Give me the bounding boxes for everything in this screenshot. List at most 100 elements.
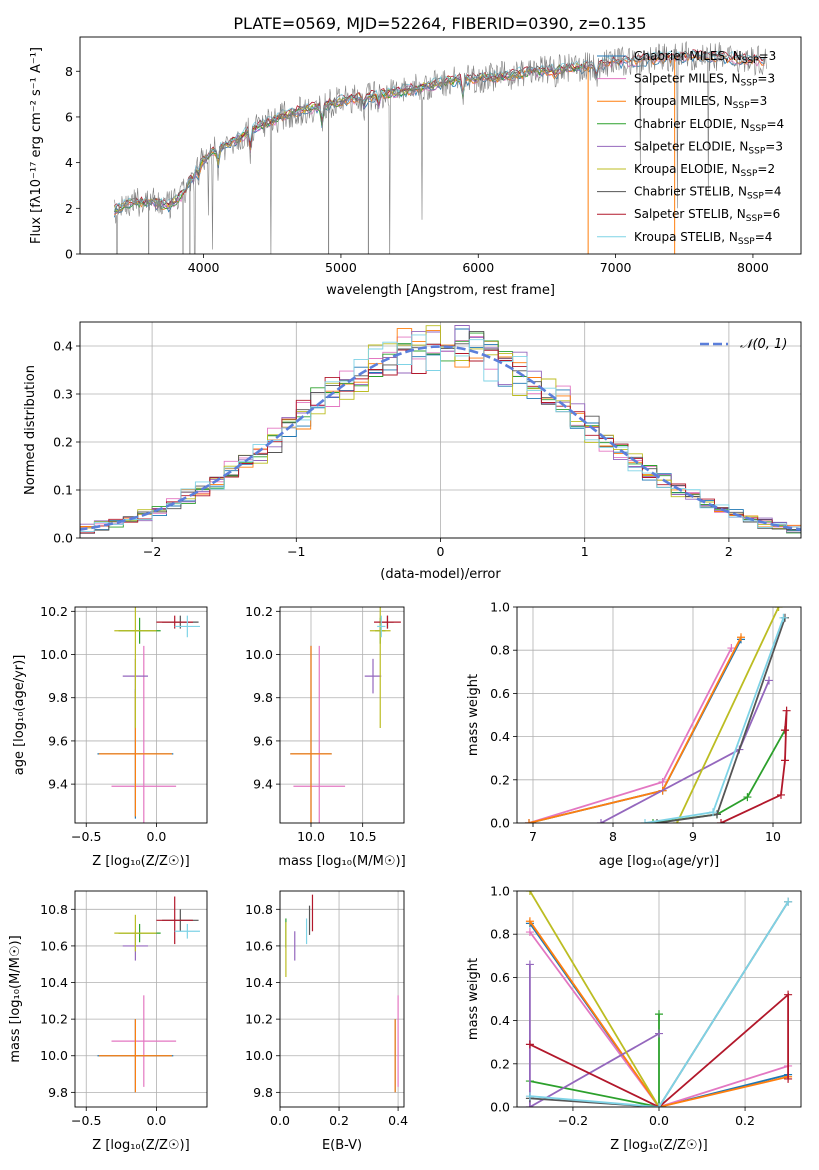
legend-nssp-prefix: , N: [732, 139, 749, 153]
y-axis-label: mass weight: [466, 674, 481, 756]
mass-weight-marker-salpeter-stelib: [717, 819, 725, 823]
y-tick-label: 9.8: [48, 690, 68, 705]
mass-weight-marker-salpeter-elodie: [765, 676, 773, 685]
x-tick-label: −1: [287, 544, 305, 559]
mass-weight-marker-kroupa-miles: [525, 819, 533, 823]
y-tick-label: 0.0: [490, 1100, 510, 1115]
y-tick-label: 10.0: [245, 647, 273, 662]
y-tick-label: 2: [65, 201, 73, 216]
legend-nssp-eq: =: [765, 139, 775, 153]
plot-marks: [525, 607, 791, 823]
x-axis-label: Z [log₁₀(Z/Z☉)]: [92, 1138, 189, 1153]
x-tick-label: 7000: [600, 260, 632, 275]
legend-nssp-sub: SSP: [748, 146, 765, 156]
x-tick-label: 0.2: [735, 1113, 755, 1128]
x-axis-label: mass [log₁₀(M/M☉)]: [278, 854, 405, 869]
y-tick-label: 0.2: [490, 772, 510, 787]
mass-weight-marker-salpeter-elodie: [655, 1029, 663, 1038]
model-spectrum-chabrier-miles: [113, 53, 765, 218]
mass-weight-line-kroupa-miles: [528, 636, 742, 823]
legend-nssp-prefix: , N: [729, 207, 746, 221]
legend-nssp-sub: SSP: [741, 79, 758, 89]
legend-label: Kroupa MILES, NSSP=3: [634, 94, 767, 111]
legend-nssp-sub: SSP: [742, 56, 759, 66]
mass-weight-marker-salpeter-stelib: [784, 990, 793, 999]
y-tick-label: 9.6: [253, 733, 273, 748]
legend-nssp-eq: =: [759, 49, 769, 63]
legend-label: Chabrier STELIB, NSSP=4: [634, 185, 782, 202]
x-tick-label: −0.2: [558, 1113, 588, 1128]
x-tick-label: 0.0: [147, 829, 167, 844]
mass-weight-marker-kroupa-stelib: [779, 613, 788, 622]
x-tick-label: 0.0: [270, 1113, 290, 1128]
mass-weight-line-kroupa-miles: [529, 920, 789, 1107]
legend-model-name: Chabrier MILES: [634, 49, 725, 63]
y-tick-label: 6: [65, 109, 73, 124]
legend-nssp-sub: SSP: [750, 124, 767, 134]
mass-weight-line-chabrier-elodie: [529, 1014, 660, 1107]
legend-model-name: Salpeter MILES: [634, 72, 724, 86]
x-tick-label: 5000: [325, 260, 357, 275]
mass-weight-line-kroupa-stelib: [644, 617, 785, 823]
axes-frame: [516, 890, 802, 1108]
y-axis-label: Normed distribution: [23, 365, 38, 495]
y-tick-label: 0.2: [490, 1056, 510, 1071]
y-tick-label: 0.8: [490, 927, 510, 942]
legend-nssp-eq: =: [757, 162, 767, 176]
legend-nssp-prefix: , N: [716, 94, 733, 108]
legend-model-name: Chabrier STELIB: [634, 185, 730, 199]
y-tick-label: 0.0: [490, 816, 510, 831]
x-tick-label: 8: [609, 829, 617, 844]
mass-weight-marker-kroupa-stelib: [709, 808, 717, 817]
legend-nssp-value: 2: [767, 162, 775, 176]
y-axis-label: mass [log₁₀(M/M☉)]: [8, 935, 23, 1062]
legend-label: Chabrier MILES, NSSP=3: [634, 49, 776, 66]
legend-nssp-eq: =: [763, 207, 773, 221]
y-tick-label: 9.4: [253, 777, 273, 792]
mass-weight-marker-salpeter-stelib: [781, 726, 789, 735]
axes-frame: [74, 606, 208, 824]
mass-weight-marker-salpeter-stelib: [777, 790, 785, 799]
y-tick-label: 10.0: [245, 1048, 273, 1063]
legend-nssp-value: 3: [767, 72, 775, 86]
legend-nssp-value: 4: [774, 185, 782, 199]
x-axis-label: (data-model)/error: [380, 567, 501, 582]
legend-nssp-sub: SSP: [738, 237, 755, 247]
y-axis-label: mass weight: [466, 958, 481, 1040]
y-tick-label: 9.4: [48, 777, 68, 792]
mass-weight-marker-salpeter-miles: [525, 928, 534, 937]
y-tick-label: 0.6: [490, 686, 510, 701]
y-tick-label: 9.8: [48, 1085, 68, 1100]
legend-nssp-value: 4: [765, 230, 773, 244]
plot-marks: [525, 891, 793, 1107]
y-axis-label: Flux [fλ10⁻¹⁷ erg cm⁻² s⁻¹ A⁻¹]: [29, 47, 44, 244]
mass-weight-marker-kroupa-miles: [737, 633, 745, 642]
x-axis-label: age [log₁₀(age/yr)]: [599, 854, 720, 869]
y-tick-label: 0.0: [53, 531, 73, 546]
mass-weight-marker-salpeter-elodie: [597, 819, 605, 823]
age-vs-metallicity-panel: −0.5 0.0 9.4 9.6 9.8 10.0 10.2 Z [log₁₀(Z/Z☉)] a…: [12, 604, 208, 869]
plot-marks: [97, 896, 200, 1093]
mass-weight-marker-kroupa-elodie: [525, 891, 534, 895]
x-axis-label: E(B-V): [322, 1138, 362, 1153]
axes-frame: [279, 890, 405, 1108]
y-tick-label: 10.8: [245, 902, 273, 917]
x-tick-label: 0.0: [649, 1113, 669, 1128]
x-tick-label: 9: [689, 829, 697, 844]
mass-weight-line-salpeter-elodie: [600, 680, 770, 823]
age-vs-mass-panel: 10.0 10.5 9.4 9.6 9.8 10.0 10.2 mass [log₁₀(M/M…: [245, 604, 406, 869]
legend-label: Kroupa STELIB, NSSP=4: [634, 230, 772, 247]
x-tick-label: 8000: [737, 260, 769, 275]
legend-label: Salpeter MILES, NSSP=3: [634, 72, 775, 89]
legend-nssp-sub: SSP: [746, 214, 763, 224]
x-tick-label: 4000: [188, 260, 220, 275]
plot-marks: [80, 325, 801, 534]
mass-weight-marker-kroupa-stelib: [784, 897, 793, 906]
legend-model-name: Salpeter STELIB: [634, 207, 729, 221]
x-tick-label: 10.0: [297, 829, 325, 844]
mass-weight-line-kroupa-elodie: [676, 607, 780, 823]
mass-weight-line-salpeter-elodie: [529, 964, 660, 1107]
